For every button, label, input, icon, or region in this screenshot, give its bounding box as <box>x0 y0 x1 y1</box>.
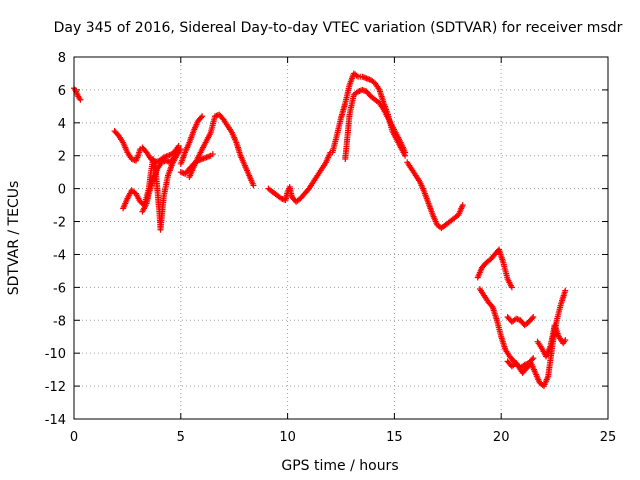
y-tick-label: -10 <box>45 347 66 362</box>
x-tick-label: 15 <box>386 430 403 445</box>
data-points <box>71 70 569 390</box>
x-tick-label: 5 <box>177 430 185 445</box>
y-tick-label: 8 <box>58 51 66 66</box>
y-tick-label: -8 <box>53 314 66 329</box>
plot-frame <box>73 56 609 420</box>
data-series-segment <box>504 313 537 329</box>
data-point <box>530 355 537 362</box>
x-tick-label: 25 <box>600 430 617 445</box>
x-tick-label: 0 <box>70 430 78 445</box>
x-axis-label: GPS time / hours <box>281 458 398 474</box>
y-tick-label: -14 <box>45 413 66 428</box>
y-tick-label: -2 <box>53 216 66 231</box>
data-point <box>170 155 177 162</box>
data-point <box>529 315 536 322</box>
data-point <box>177 146 184 153</box>
data-series-segment <box>404 159 466 232</box>
data-point <box>175 142 182 149</box>
y-tick-label: 6 <box>58 84 66 99</box>
chart-title: Day 345 of 2016, Sidereal Day-to-day VTE… <box>54 20 623 36</box>
x-tick-label: 20 <box>493 430 510 445</box>
y-tick-label: 0 <box>58 183 66 198</box>
data-series-segment <box>342 86 409 163</box>
data-point <box>77 96 84 103</box>
data-point <box>530 313 537 320</box>
data-point <box>209 151 216 158</box>
data-point <box>171 154 178 161</box>
data-point <box>198 114 205 121</box>
y-tick-label: 2 <box>58 150 66 165</box>
y-tick-label: -6 <box>53 281 66 296</box>
data-point <box>402 149 409 156</box>
data-point <box>529 356 536 363</box>
y-tick-label: -12 <box>45 380 66 395</box>
data-series-segment <box>534 322 569 360</box>
data-point <box>508 284 515 291</box>
data-point <box>562 337 569 344</box>
y-tick-label: 4 <box>58 117 66 132</box>
data-series-segment <box>474 246 515 291</box>
y-axis-label: SDTVAR / TECUs <box>6 181 22 296</box>
grid-lines <box>74 57 608 419</box>
data-point <box>459 202 466 209</box>
y-tick-label: -4 <box>53 248 66 263</box>
data-series-segment <box>177 113 206 167</box>
data-point <box>562 287 569 294</box>
data-series-segment <box>139 154 178 215</box>
data-series-segment <box>504 355 537 371</box>
data-series-segment <box>265 149 334 205</box>
data-series-segment <box>186 111 257 189</box>
x-tick-label: 10 <box>279 430 296 445</box>
data-point <box>199 113 206 120</box>
data-point <box>250 182 257 189</box>
data-series-segment <box>111 128 182 166</box>
